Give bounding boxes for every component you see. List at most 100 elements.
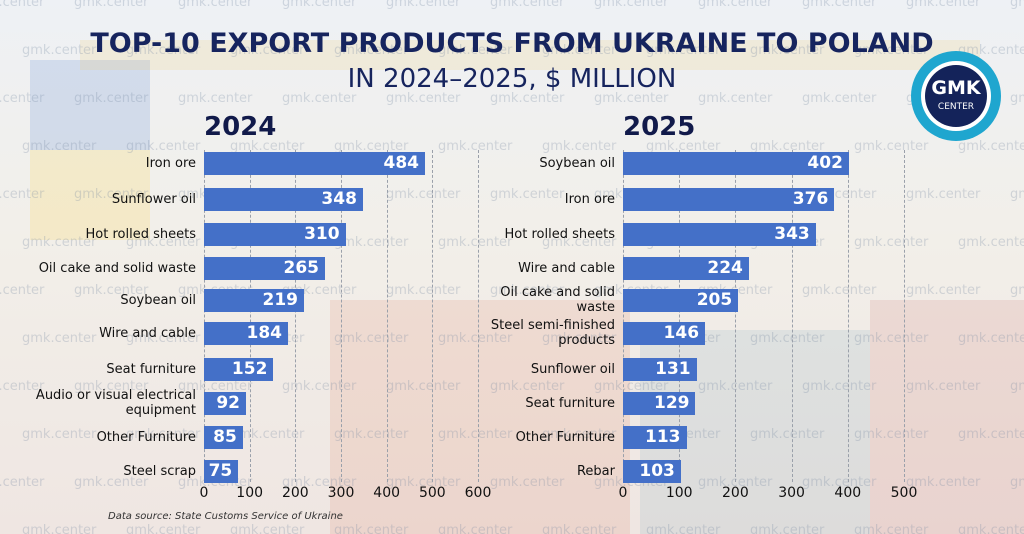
watermark: gmk.center — [74, 379, 149, 394]
category-label: Steel semi-finished products — [490, 318, 615, 348]
watermark: gmk.center — [1010, 379, 1024, 394]
chart-heading: 2025 — [623, 112, 696, 142]
value-label: 113 — [645, 426, 681, 447]
watermark: gmk.center — [542, 331, 617, 346]
watermark: gmk.center — [74, 91, 149, 106]
value-label: 92 — [216, 392, 240, 413]
watermark: gmk.center — [282, 379, 357, 394]
watermark: gmk.center — [178, 0, 253, 10]
watermark: gmk.center — [542, 43, 617, 58]
grid-line — [679, 150, 681, 482]
category-label: Iron ore — [145, 155, 196, 171]
bar — [204, 151, 426, 175]
watermark: gmk.center — [906, 0, 981, 10]
watermark: gmk.center — [490, 283, 565, 298]
value-label: 103 — [639, 460, 675, 481]
value-label: 85 — [213, 426, 237, 447]
watermark: gmk.center — [490, 187, 565, 202]
watermark: gmk.center — [594, 91, 669, 106]
watermark: gmk.center — [854, 331, 929, 346]
watermark: gmk.center — [334, 235, 409, 250]
watermark: gmk.center — [906, 187, 981, 202]
watermark: gmk.center — [1010, 91, 1024, 106]
grid-line — [478, 150, 479, 482]
watermark: gmk.center — [334, 43, 409, 58]
bar — [204, 256, 326, 280]
category-label: Rebar — [576, 463, 615, 479]
watermark: gmk.center — [542, 523, 617, 534]
watermark: gmk.center — [802, 0, 877, 10]
value-label: 129 — [653, 392, 690, 413]
watermark: gmk.center — [334, 523, 409, 534]
watermark: gmk.center — [854, 235, 929, 250]
watermark: gmk.center — [126, 235, 201, 250]
watermark: gmk.center — [594, 379, 669, 394]
value-label: 184 — [246, 322, 283, 343]
value-label: 205 — [696, 289, 733, 310]
watermark: gmk.center — [74, 0, 149, 10]
value-label: 343 — [774, 223, 810, 244]
watermark: gmk.center — [594, 0, 669, 10]
x-tick-label: 500 — [890, 485, 918, 501]
watermark: gmk.center — [22, 331, 97, 346]
watermark: gmk.center — [0, 187, 45, 202]
bar — [623, 256, 749, 280]
value-label: 131 — [655, 358, 691, 379]
watermark: gmk.center — [802, 475, 877, 490]
bar — [623, 391, 696, 415]
bar — [204, 459, 239, 483]
bar — [204, 357, 274, 381]
watermark: gmk.center — [542, 427, 617, 442]
bar — [623, 459, 681, 483]
watermark: gmk.center — [854, 427, 929, 442]
bar — [623, 151, 849, 175]
bar — [623, 222, 816, 246]
watermark: gmk.center — [0, 379, 45, 394]
grid-line — [249, 150, 251, 482]
container — [870, 300, 1024, 534]
value-label: 376 — [792, 188, 829, 209]
watermark: gmk.center — [386, 475, 461, 490]
logo-text: GMK — [931, 77, 982, 99]
subtitle: IN 2024–2025, $ MILLION — [347, 64, 677, 94]
watermark: gmk.center — [386, 187, 461, 202]
value-label: 146 — [663, 322, 700, 343]
watermark: gmk.center — [22, 139, 97, 154]
grid-line — [295, 150, 297, 482]
watermark: gmk.center — [542, 235, 617, 250]
watermark: gmk.center — [698, 0, 773, 10]
watermark: gmk.center — [22, 523, 97, 534]
watermark: gmk.center — [230, 43, 305, 58]
x-tick-label: 500 — [418, 485, 446, 501]
category-label: Audio or visual electrical equipment — [35, 388, 196, 418]
bar — [204, 321, 289, 345]
x-tick-label: 100 — [236, 485, 264, 501]
value-label: 310 — [304, 223, 340, 244]
category-label: Wire and cable — [518, 260, 615, 276]
x-tick-label: 200 — [281, 485, 309, 501]
watermark: gmk.center — [750, 331, 825, 346]
watermark: gmk.center — [438, 427, 513, 442]
category-label: Oil cake and solid waste — [38, 260, 196, 276]
watermark: gmk.center — [1010, 283, 1024, 298]
watermark: gmk.center — [802, 379, 877, 394]
logo-core — [925, 65, 987, 127]
watermark: gmk.center — [802, 91, 877, 106]
watermark: gmk.center — [750, 43, 825, 58]
watermark: gmk.center — [906, 379, 981, 394]
watermark: gmk.center — [802, 283, 877, 298]
watermark: gmk.center — [282, 0, 357, 10]
watermark: gmk.center — [750, 523, 825, 534]
grid-line — [623, 150, 624, 482]
x-tick-label: 400 — [373, 485, 401, 501]
x-tick-label: 300 — [327, 485, 355, 501]
watermark: gmk.center — [22, 235, 97, 250]
watermark: gmk.center — [854, 43, 929, 58]
watermark: gmk.center — [438, 523, 513, 534]
watermark: gmk.center — [490, 0, 565, 10]
watermark: gmk.center — [126, 139, 201, 154]
flag-blue — [30, 60, 150, 150]
bar — [204, 288, 304, 312]
watermark: gmk.center — [854, 139, 929, 154]
bar — [623, 288, 739, 312]
